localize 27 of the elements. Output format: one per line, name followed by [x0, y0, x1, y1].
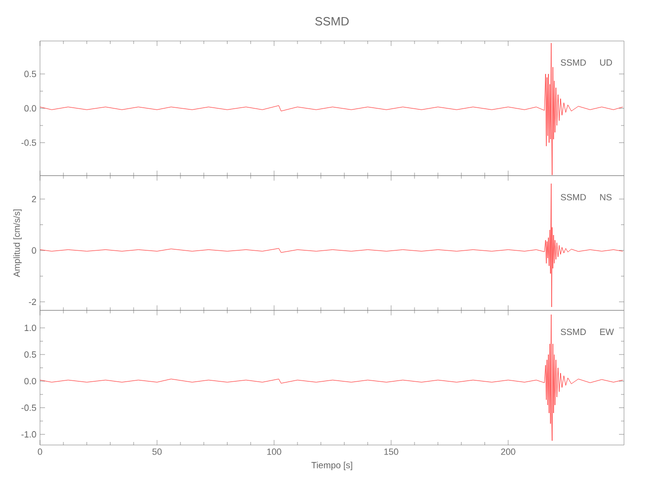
y-tick-label: 0.5 — [24, 351, 36, 358]
y-tick-label: 0.0 — [24, 378, 36, 384]
x-tick-label: 50 — [152, 448, 162, 455]
y-tick-label: -2 — [28, 298, 36, 305]
annotation: SSMD — [560, 59, 586, 66]
line-series — [40, 314, 624, 441]
annotation: NS — [600, 194, 612, 200]
annotation: UD — [600, 59, 612, 66]
line-series — [40, 183, 624, 308]
x-tick-label: 0 — [38, 448, 42, 455]
y-tick-label: 0.5 — [24, 70, 36, 78]
y-tick-label: -1.0 — [21, 431, 36, 438]
annotation: EW — [600, 328, 614, 335]
x-tick-label: 150 — [384, 448, 398, 455]
y-tick-label: -0.5 — [21, 404, 36, 411]
y-tick-label: 1.0 — [24, 324, 36, 332]
x-axis-title: Tiempo [s] — [311, 462, 352, 470]
chart-title: SSMD — [315, 17, 349, 26]
y-tick-label: -0.5 — [21, 140, 36, 146]
x-tick-label: 200 — [501, 448, 516, 455]
y-tick-label: 2 — [32, 196, 36, 202]
annotation: SSMD — [560, 328, 586, 336]
y-tick-label: 0.0 — [24, 105, 36, 112]
y-axis-title: Amplitud [cm/s/s] — [13, 210, 22, 278]
x-tick-label: 100 — [267, 448, 282, 455]
annotation: SSMD — [560, 194, 586, 200]
y-tick-label: 0 — [32, 247, 36, 254]
